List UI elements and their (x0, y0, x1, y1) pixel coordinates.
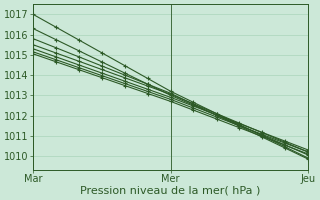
X-axis label: Pression niveau de la mer( hPa ): Pression niveau de la mer( hPa ) (80, 186, 261, 196)
